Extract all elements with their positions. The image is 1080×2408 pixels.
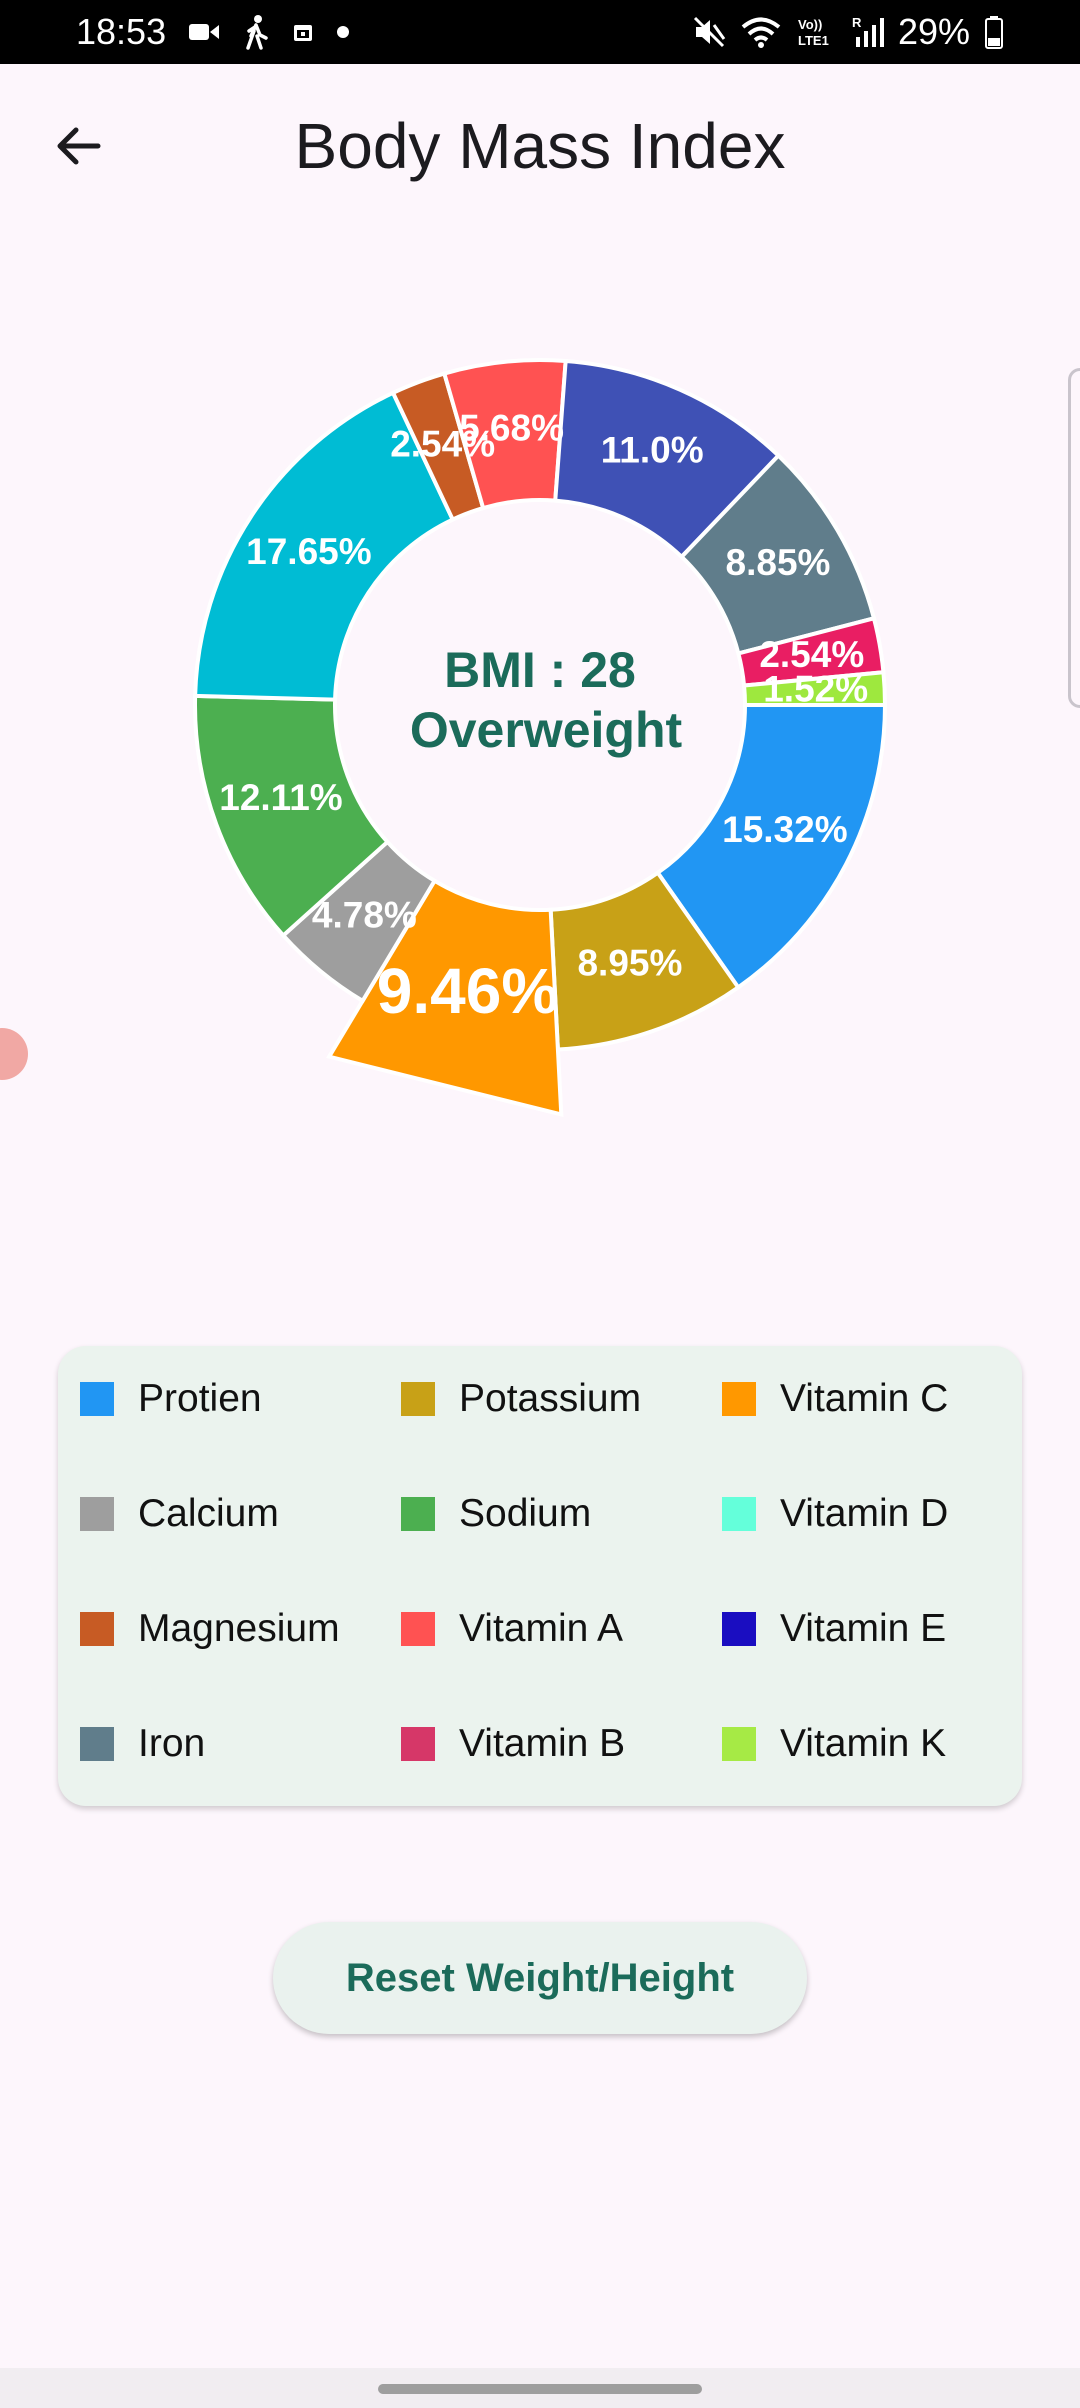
mute-icon [692,15,726,49]
calendar-icon [292,21,314,43]
slice-label-vitamin-b: 2.54% [759,634,864,675]
svg-text:R: R [852,15,862,30]
legend-swatch-vitamin-b [401,1727,435,1761]
app-bar: Body Mass Index [0,64,1080,224]
legend-label-sodium: Sodium [459,1492,592,1535]
legend-label-vitamin-e: Vitamin E [780,1607,947,1650]
arrow-left-icon [52,120,104,172]
svg-text:Vo)): Vo)) [798,17,822,32]
legend-label-vitamin-a: Vitamin A [459,1607,624,1650]
status-right-icons: Vo)) LTE1 R 29% [692,10,1004,54]
slice-label-protien: 15.32% [722,809,848,850]
slice-label-sodium: 12.11% [219,777,342,818]
legend-item-magnesium: Magnesium [80,1594,401,1664]
status-bar: 18:53 Vo)) LTE1 R 29% [0,0,1080,64]
slice-label-iron: 8.85% [726,542,831,583]
slice-label-vitamin-k: 1.52% [763,669,868,710]
donut-labels: 15.32%8.95%9.46%4.78%12.11%17.65%2.54%5.… [219,407,868,1027]
legend-swatch-vitamin-k [722,1727,756,1761]
chart-legend: Protien Potassium Vitamin C Calcium Sodium Vi… [58,1346,1022,1806]
legend-item-iron: Iron [80,1709,401,1779]
legend-item-vitamin-c: Vitamin C [722,1364,1022,1434]
legend-swatch-vitamin-c [722,1382,756,1416]
volte-icon: Vo)) LTE1 [796,15,836,49]
legend-label-magnesium: Magnesium [138,1607,340,1650]
svg-text:LTE1: LTE1 [798,33,829,48]
legend-swatch-magnesium [80,1612,114,1646]
legend-label-protien: Protien [138,1377,262,1420]
battery-icon [984,15,1004,49]
legend-swatch-sodium [401,1497,435,1531]
slice-label-magnesium: 2.54% [390,424,495,465]
home-gesture-handle[interactable] [378,2384,702,2394]
legend-swatch-vitamin-a [401,1612,435,1646]
legend-item-sodium: Sodium [401,1479,722,1549]
donut-slice-vitamin-k[interactable] [741,670,888,707]
legend-item-vitamin-d: Vitamin D [722,1479,1022,1549]
legend-label-vitamin-d: Vitamin D [780,1492,949,1535]
video-camera-icon [188,20,220,44]
legend-item-vitamin-e: Vitamin E [722,1594,1022,1664]
legend-swatch-vitamin-e [722,1612,756,1646]
walking-person-icon [242,14,270,50]
page-title: Body Mass Index [294,110,786,182]
legend-item-potassium: Potassium [401,1364,722,1434]
bmi-donut-chart: 15.32% 8.95% 9.46% 4.78% 12.11% 17.65% 2.54% 5.… [0,300,1080,1200]
legend-swatch-vitamin-d [722,1497,756,1531]
navigation-bar [0,2368,1080,2408]
donut-slices [193,358,888,1118]
legend-item-calcium: Calcium [80,1479,401,1549]
wifi-icon [740,15,782,49]
legend-swatch-potassium [401,1382,435,1416]
donut-svg: 15.32%8.95%9.46%4.78%12.11%17.65%2.54%5.… [193,358,888,1118]
donut-slice-protien[interactable] [654,703,888,991]
legend-swatch-protien [80,1382,114,1416]
status-left-icons [188,12,350,52]
dot-icon [336,25,350,39]
slice-label-vitamin-a: 5.68% [459,407,564,448]
slice-label-potassium: 8.95% [577,943,682,984]
legend-swatch-iron [80,1727,114,1761]
legend-swatch-calcium [80,1497,114,1531]
legend-item-vitamin-k: Vitamin K [722,1709,1022,1779]
slice-label-calcium: 4.78% [312,895,417,936]
bmi-value-text: BMI : 28 [444,642,636,698]
signal-icon: R [850,15,884,49]
slice-label-vitamin-c: 9.46% [377,955,558,1027]
legend-item-vitamin-b: Vitamin B [401,1709,722,1779]
legend-label-vitamin-k: Vitamin K [780,1722,947,1765]
back-button[interactable] [36,104,120,188]
legend-label-potassium: Potassium [459,1377,642,1420]
edge-panel-handle[interactable] [1068,368,1080,708]
legend-label-vitamin-b: Vitamin B [459,1722,626,1765]
battery-percentage: 29% [897,11,970,52]
bmi-category-text: Overweight [410,702,683,758]
reset-weight-height-button[interactable]: Reset Weight/Height [273,1922,807,2034]
legend-item-vitamin-a: Vitamin A [401,1594,722,1664]
legend-label-calcium: Calcium [138,1492,279,1535]
legend-label-iron: Iron [138,1722,206,1765]
status-time: 18:53 [76,11,167,52]
slice-label-vitamin-d: 17.65% [246,531,372,572]
donut-slice-vitamin-d[interactable] [193,390,456,702]
slice-label-vitamin-e: 11.0% [601,430,704,471]
legend-grid: Protien Potassium Vitamin C Calcium Sodium Vi… [80,1364,1022,1824]
legend-label-vitamin-c: Vitamin C [780,1377,949,1420]
legend-item-protien: Protien [80,1364,401,1434]
